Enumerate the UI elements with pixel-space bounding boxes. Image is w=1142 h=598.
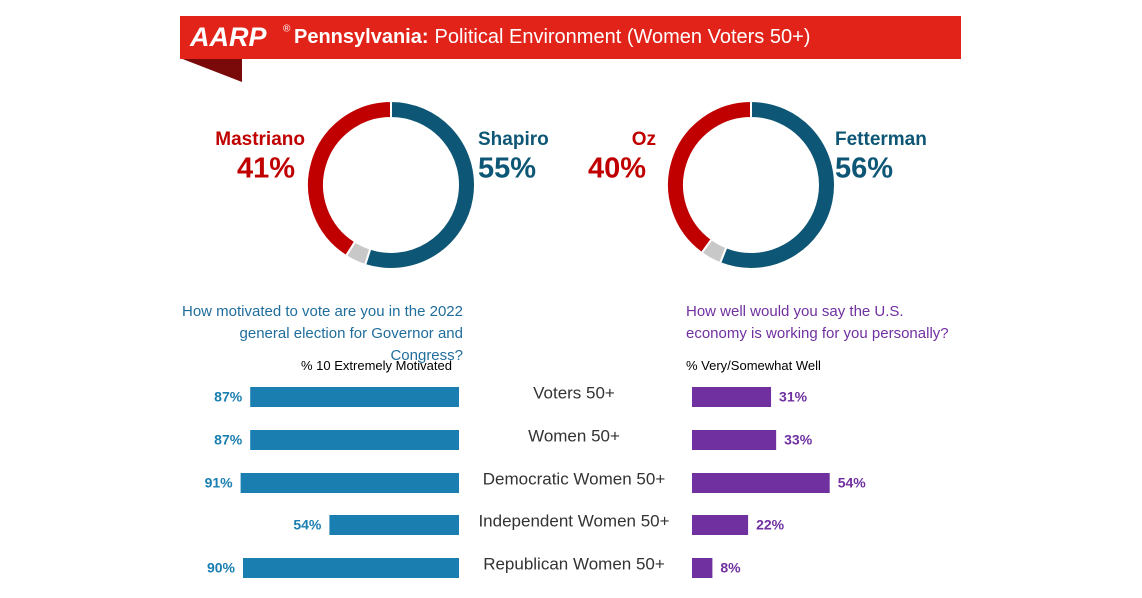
category-label: Republican Women 50+ (483, 554, 665, 573)
candidate-share: 55% (478, 153, 536, 185)
bar (692, 387, 772, 407)
donut-segment (306, 99, 392, 258)
bar (250, 430, 459, 450)
category-label: Voters 50+ (533, 383, 615, 402)
value-label: 31% (779, 389, 808, 405)
value-label: 91% (205, 475, 234, 491)
candidate-name: Mastriano (215, 129, 305, 150)
bar (692, 515, 749, 535)
state: Pennsylvania: (294, 26, 429, 48)
candidate-name: Oz (632, 129, 656, 150)
candidate-name: Fetterman (835, 129, 927, 150)
bar (240, 473, 459, 493)
candidate-share: 40% (588, 153, 646, 185)
bar (692, 558, 713, 578)
donut-segment (718, 99, 836, 270)
value-label: 8% (720, 560, 741, 576)
category-label: Independent Women 50+ (478, 511, 669, 530)
left-subtitle: % 10 Extremely Motivated (300, 358, 452, 373)
value-label: 54% (838, 475, 867, 491)
value-label: 90% (207, 560, 236, 576)
donut-segment (363, 99, 476, 270)
value-label: 22% (756, 517, 785, 533)
category-label: Democratic Women 50+ (483, 469, 666, 488)
header-title: Pennsylvania: Political Environment (Wome… (294, 26, 810, 48)
title: Political Environment (Women Voters 50+) (435, 26, 811, 48)
brand: AARP (189, 22, 267, 52)
right-question: How well would you say the U.S. economy … (686, 303, 949, 342)
header-fold (180, 58, 242, 82)
bar (250, 387, 459, 407)
value-label: 33% (784, 432, 813, 448)
value-label: 87% (214, 389, 243, 405)
brand-mark: ® (283, 24, 291, 35)
bar (692, 430, 777, 450)
candidate-share: 41% (237, 153, 295, 185)
bar (329, 515, 459, 535)
value-label: 54% (293, 517, 322, 533)
value-label: 87% (214, 432, 243, 448)
right-subtitle: % Very/Somewhat Well (686, 358, 821, 373)
category-label: Women 50+ (528, 426, 620, 445)
candidate-name: Shapiro (478, 129, 549, 150)
bar (692, 473, 830, 493)
candidate-share: 56% (835, 153, 893, 185)
left-question: How motivated to vote are you in the 202… (181, 303, 463, 364)
donut-segment (666, 99, 752, 255)
header-bar (180, 16, 961, 59)
bar (243, 558, 459, 578)
